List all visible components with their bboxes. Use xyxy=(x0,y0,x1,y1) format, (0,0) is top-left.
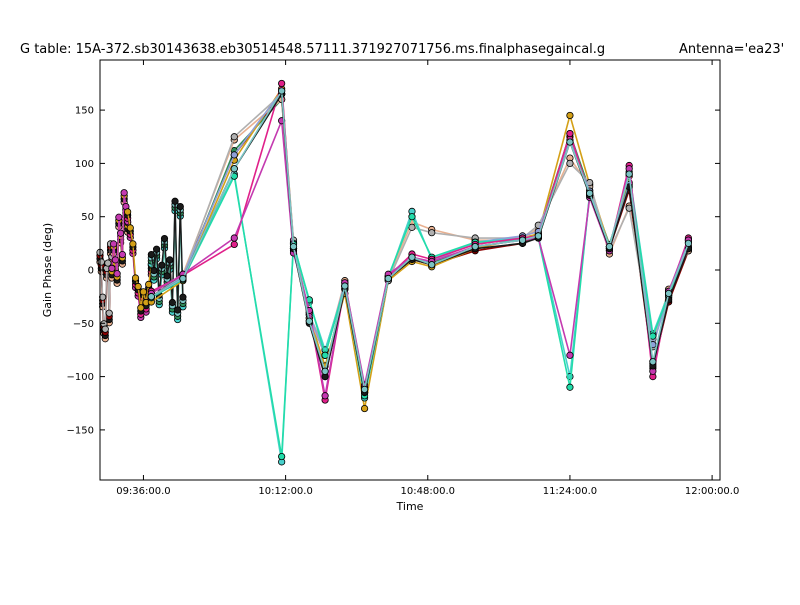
y-tick-label: −100 xyxy=(67,372,94,383)
cluster-point xyxy=(137,304,145,312)
y-tick-label: 150 xyxy=(75,106,94,117)
data-point xyxy=(605,242,614,251)
data-point xyxy=(360,404,369,413)
data-point xyxy=(278,79,286,88)
axis-ticks: 150 100 50 0 −50 −100 −150 09:36:00.0 10:12:00.0… xyxy=(67,60,739,497)
data-point xyxy=(518,236,527,244)
x-tick-label: 10:12:00.0 xyxy=(258,486,312,497)
cluster-point xyxy=(131,274,140,282)
data-point xyxy=(428,261,436,269)
antenna-label: Antenna='ea23' xyxy=(679,42,784,57)
cluster-point xyxy=(145,280,153,288)
cluster-point xyxy=(120,189,128,197)
data-point xyxy=(289,242,298,251)
y-tick-label: −150 xyxy=(67,425,94,436)
data-point xyxy=(566,159,574,168)
data-point xyxy=(665,289,673,298)
y-tick-label: 50 xyxy=(81,212,94,223)
data-point xyxy=(230,165,238,173)
data-point xyxy=(230,133,238,141)
cluster-point xyxy=(104,259,112,267)
cluster-point xyxy=(160,234,169,243)
cluster-line xyxy=(126,211,153,308)
cluster-point xyxy=(171,197,179,205)
y-tick-label: −50 xyxy=(73,319,94,330)
cluster-point xyxy=(179,293,187,301)
series-layer xyxy=(96,79,693,466)
data-point xyxy=(408,253,416,261)
y-tick-label: 0 xyxy=(88,266,94,277)
data-point xyxy=(360,385,369,393)
cluster-point xyxy=(105,309,113,317)
cluster-point xyxy=(111,256,119,264)
cluster-point xyxy=(126,224,134,232)
cluster-point xyxy=(139,288,148,296)
data-point xyxy=(566,351,574,359)
data-point xyxy=(278,452,286,461)
cluster-point xyxy=(108,264,116,273)
data-point xyxy=(566,138,574,146)
y-tick-label: 100 xyxy=(75,159,94,170)
x-tick-label: 12:00:00.0 xyxy=(685,486,739,497)
cluster-point xyxy=(163,272,171,280)
cluster-point xyxy=(101,325,109,333)
cluster-point xyxy=(166,256,174,264)
series-line xyxy=(150,171,690,463)
data-point xyxy=(428,229,436,237)
cluster-point xyxy=(150,266,158,275)
cluster-point xyxy=(174,306,182,314)
cluster-point xyxy=(115,213,123,221)
data-point xyxy=(534,232,542,240)
data-point xyxy=(305,317,313,325)
cluster-point xyxy=(176,202,184,211)
cluster-point xyxy=(97,258,105,266)
data-point xyxy=(230,240,238,249)
data-point xyxy=(278,87,286,95)
data-point xyxy=(179,274,187,283)
data-point xyxy=(408,213,416,221)
data-point xyxy=(408,223,416,231)
cluster-point xyxy=(168,298,176,307)
cluster-point xyxy=(99,293,107,301)
data-point xyxy=(566,129,574,138)
x-tick-label: 09:36:00.0 xyxy=(116,486,170,497)
data-point xyxy=(684,239,693,247)
data-point xyxy=(321,367,329,375)
data-point xyxy=(566,383,574,391)
cluster-point xyxy=(113,270,121,278)
data-point xyxy=(321,351,329,359)
y-axis-label: Gain Phase (deg) xyxy=(41,223,54,317)
x-axis-label: Time xyxy=(396,500,424,513)
cluster-point xyxy=(117,229,125,237)
chart-title: G table: 15A-372.sb30143638.eb30514548.5… xyxy=(20,42,605,57)
x-tick-label: 11:24:00.0 xyxy=(543,486,597,497)
data-point xyxy=(625,170,633,178)
data-point xyxy=(230,234,238,242)
data-point xyxy=(341,282,349,290)
cluster-point xyxy=(134,282,142,291)
data-point xyxy=(566,111,574,120)
cluster-point xyxy=(110,240,118,248)
cluster-point xyxy=(118,250,126,259)
cluster-point xyxy=(153,245,161,253)
data-point xyxy=(230,151,238,159)
series-line xyxy=(150,88,690,390)
data-point xyxy=(384,274,392,283)
x-tick-label: 10:48:00.0 xyxy=(401,486,455,497)
data-point xyxy=(321,392,329,400)
data-point xyxy=(649,358,657,366)
data-point xyxy=(471,242,479,251)
cluster-point xyxy=(124,208,132,216)
data-point xyxy=(586,189,594,197)
cluster-point xyxy=(158,261,166,269)
series-line xyxy=(150,173,690,457)
cluster-line xyxy=(111,192,129,274)
cluster-point xyxy=(147,250,155,259)
cluster-point xyxy=(129,240,137,248)
data-point xyxy=(147,293,155,301)
